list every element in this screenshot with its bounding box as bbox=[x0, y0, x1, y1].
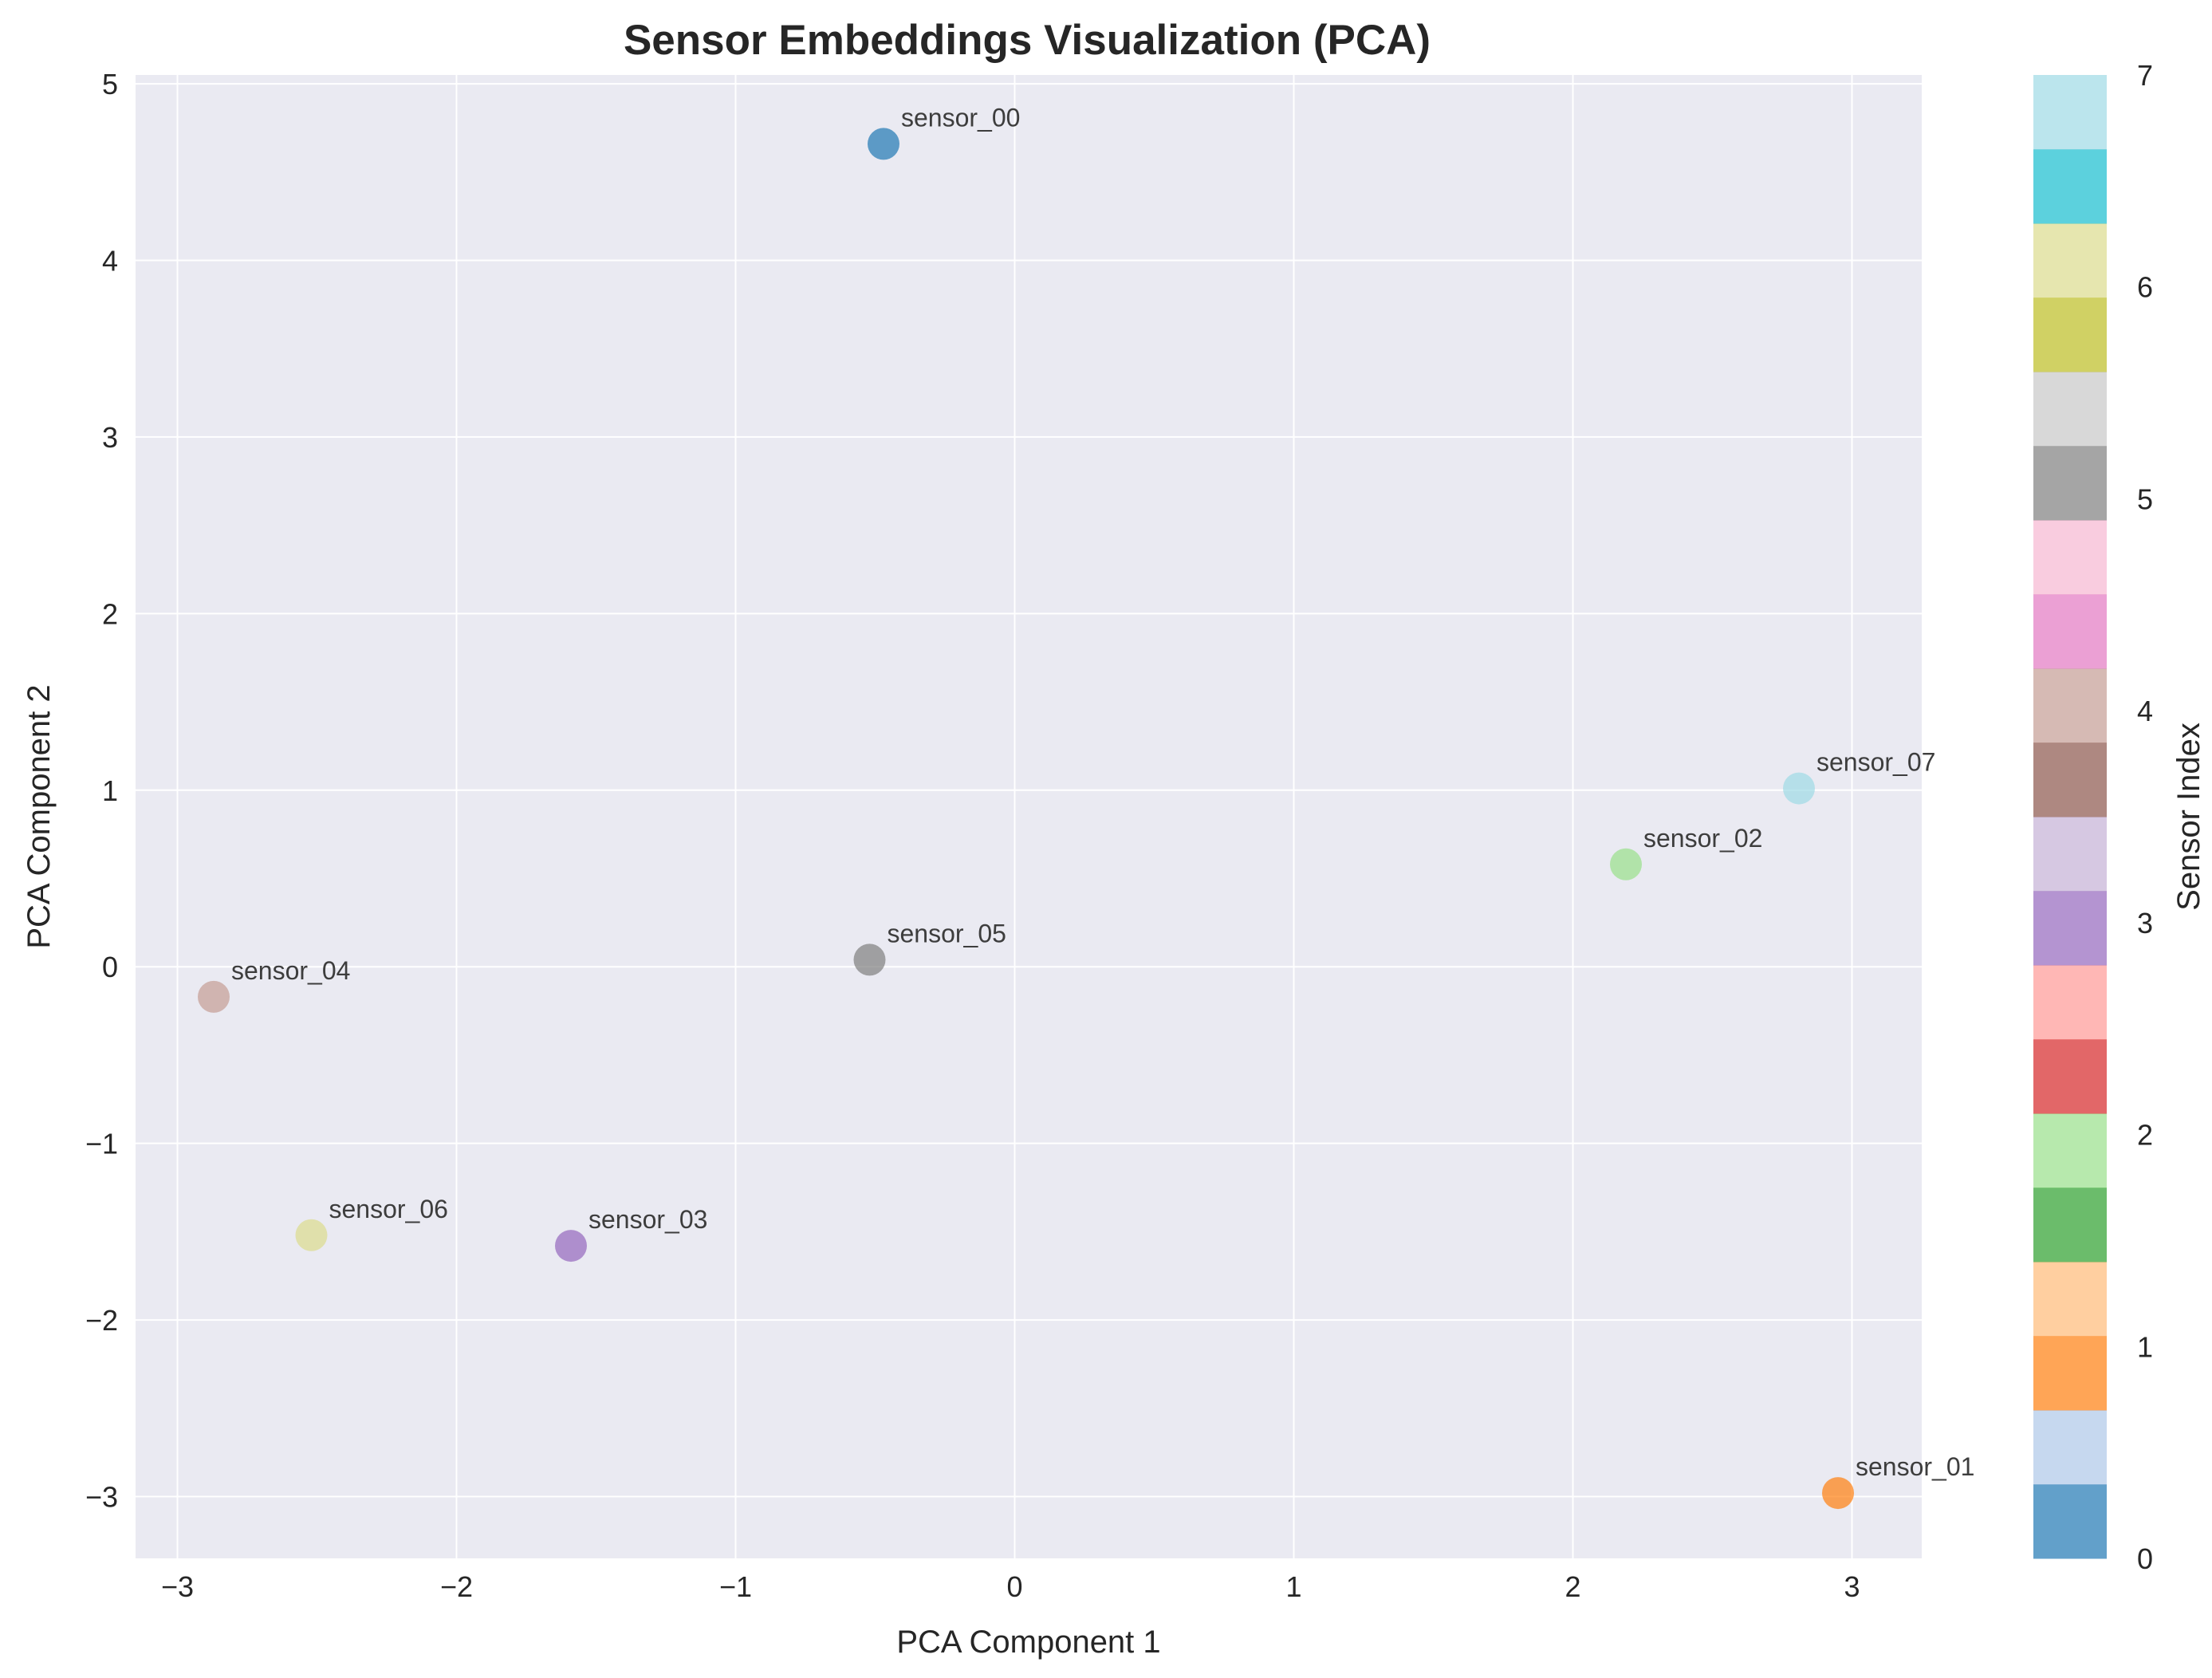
grid-lines bbox=[136, 75, 1922, 1558]
colorbar-tick-label: 6 bbox=[2137, 271, 2153, 304]
x-tick-label: 2 bbox=[1565, 1570, 1580, 1603]
colorbar-segment bbox=[2033, 372, 2107, 447]
x-axis-label: PCA Component 1 bbox=[896, 1625, 1160, 1660]
colorbar-tick-label: 2 bbox=[2137, 1119, 2153, 1152]
data-point bbox=[555, 1230, 587, 1262]
colorbar-segment bbox=[2033, 891, 2107, 966]
data-points bbox=[198, 128, 1854, 1510]
x-tick-label: −1 bbox=[719, 1570, 752, 1603]
y-tick-label: 2 bbox=[102, 597, 118, 630]
data-point bbox=[1610, 848, 1642, 880]
point-labels: sensor_00 sensor_01 sensor_02 sensor_03 sens… bbox=[231, 103, 1974, 1481]
data-point bbox=[198, 980, 230, 1013]
x-tick-label: 1 bbox=[1285, 1570, 1301, 1603]
plot-area bbox=[136, 75, 1922, 1558]
colorbar-segment bbox=[2033, 1336, 2107, 1411]
colorbar-tick-label: 3 bbox=[2137, 907, 2153, 939]
chart-title: Sensor Embeddings Visualization (PCA) bbox=[624, 17, 1431, 64]
data-point bbox=[868, 128, 899, 160]
data-point bbox=[1822, 1477, 1854, 1510]
y-tick-label: −2 bbox=[85, 1304, 118, 1337]
colorbar-segment bbox=[2033, 668, 2107, 743]
y-axis-ticks: −3 −2 −1 0 1 2 3 4 5 bbox=[85, 68, 118, 1513]
x-axis-ticks: −3 −2 −1 0 1 2 3 bbox=[161, 1570, 1860, 1603]
colorbar-segment bbox=[2033, 520, 2107, 595]
x-tick-label: −2 bbox=[440, 1570, 473, 1603]
colorbar-segment bbox=[2033, 149, 2107, 224]
colorbar-segment bbox=[2033, 1188, 2107, 1262]
colorbar-segment bbox=[2033, 1039, 2107, 1114]
data-point bbox=[295, 1219, 328, 1251]
y-tick-label: 0 bbox=[102, 951, 118, 983]
point-label: sensor_04 bbox=[231, 956, 350, 985]
data-point bbox=[853, 943, 886, 976]
y-tick-label: 4 bbox=[102, 245, 118, 278]
colorbar-ticks: 0 1 2 3 4 5 6 7 bbox=[2137, 59, 2153, 1575]
colorbar-segment bbox=[2033, 446, 2107, 521]
colorbar bbox=[2033, 75, 2107, 1559]
point-label: sensor_05 bbox=[888, 919, 1006, 947]
point-label: sensor_07 bbox=[1816, 748, 1935, 777]
colorbar-segment bbox=[2033, 1113, 2107, 1188]
y-tick-label: −3 bbox=[85, 1481, 118, 1514]
x-tick-label: 0 bbox=[1006, 1570, 1022, 1603]
y-tick-label: 5 bbox=[102, 68, 118, 100]
colorbar-segment bbox=[2033, 75, 2107, 150]
point-label: sensor_02 bbox=[1643, 824, 1762, 853]
point-label: sensor_00 bbox=[901, 103, 1020, 132]
colorbar-segment bbox=[2033, 965, 2107, 1040]
y-axis-label: PCA Component 2 bbox=[22, 684, 57, 948]
data-point bbox=[1783, 772, 1815, 805]
colorbar-label: Sensor Index bbox=[2171, 723, 2206, 911]
colorbar-segment bbox=[2033, 817, 2107, 892]
colorbar-tick-label: 0 bbox=[2137, 1542, 2153, 1575]
point-label: sensor_01 bbox=[1856, 1452, 1974, 1481]
y-tick-label: 3 bbox=[102, 421, 118, 454]
colorbar-segment bbox=[2033, 297, 2107, 372]
colorbar-segment bbox=[2033, 742, 2107, 817]
x-tick-label: −3 bbox=[161, 1570, 194, 1603]
colorbar-tick-label: 5 bbox=[2137, 483, 2153, 515]
colorbar-segment bbox=[2033, 594, 2107, 669]
x-tick-label: 3 bbox=[1844, 1570, 1860, 1603]
colorbar-segment bbox=[2033, 1410, 2107, 1485]
colorbar-tick-label: 4 bbox=[2137, 695, 2153, 727]
point-label: sensor_03 bbox=[588, 1205, 707, 1234]
colorbar-segment bbox=[2033, 1262, 2107, 1337]
colorbar-segment bbox=[2033, 1484, 2107, 1559]
y-tick-label: −1 bbox=[85, 1128, 118, 1160]
point-label: sensor_06 bbox=[329, 1195, 448, 1223]
colorbar-segment bbox=[2033, 223, 2107, 298]
colorbar-tick-label: 1 bbox=[2137, 1330, 2153, 1363]
colorbar-tick-label: 7 bbox=[2137, 59, 2153, 92]
y-tick-label: 1 bbox=[102, 774, 118, 807]
